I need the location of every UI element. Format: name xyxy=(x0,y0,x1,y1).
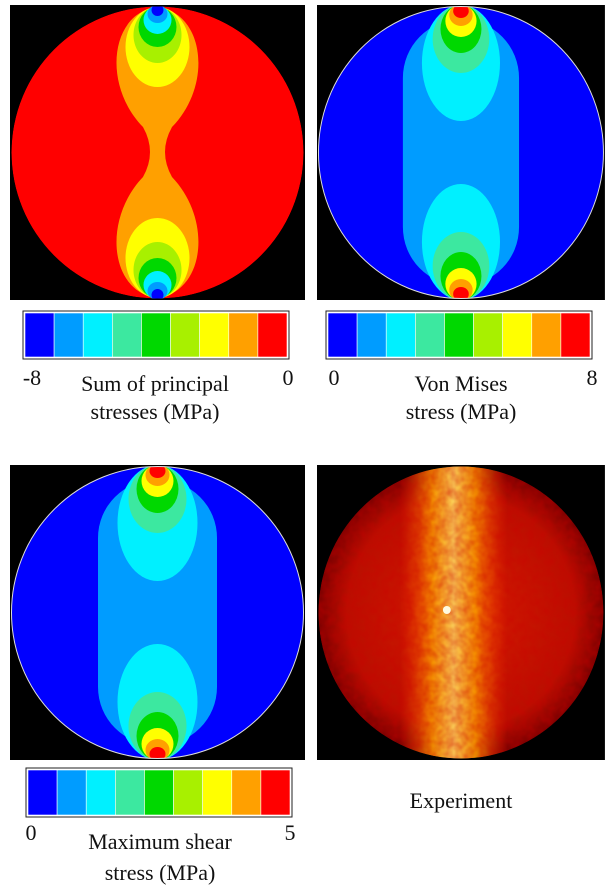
colorbar-cell xyxy=(24,312,55,358)
colorbar-cell xyxy=(415,312,445,358)
colorbar-cell xyxy=(502,312,533,358)
colorbar-cell xyxy=(173,769,203,816)
colorbar-cell xyxy=(53,312,84,358)
colorbar-cell xyxy=(228,312,259,358)
colorbar-cell xyxy=(115,769,145,816)
caption: stress (MPa) xyxy=(406,399,517,424)
colorbar-cell xyxy=(85,769,116,816)
colorbar-max: 0 xyxy=(283,365,294,390)
colorbar-cell xyxy=(202,769,233,816)
colorbar-cell xyxy=(144,769,174,816)
colorbar-min: 0 xyxy=(26,820,37,845)
colorbar-cell xyxy=(231,769,262,816)
colorbar-cell xyxy=(473,312,503,358)
colorbar-cell xyxy=(385,312,416,358)
colorbar-min: -8 xyxy=(23,365,41,390)
colorbar-min: 0 xyxy=(329,365,340,390)
colorbar-cell xyxy=(56,769,87,816)
colorbar-cell xyxy=(112,312,142,358)
caption: Maximum shear xyxy=(88,829,232,854)
caption: stress (MPa) xyxy=(105,860,216,885)
stress-map xyxy=(10,464,305,761)
caption: Experiment xyxy=(410,788,513,813)
caption: stresses (MPa) xyxy=(91,399,220,424)
caption: Von Mises xyxy=(414,371,507,396)
colorbar-cell xyxy=(531,312,562,358)
colorbar-max: 8 xyxy=(587,365,598,390)
colorbar-cell xyxy=(327,312,358,358)
colorbar-cell xyxy=(170,312,200,358)
colorbar-cell xyxy=(199,312,230,358)
stress-map xyxy=(10,5,305,300)
colorbar-cell xyxy=(27,769,58,816)
colorbar-cell xyxy=(560,312,591,358)
colorbar-cell xyxy=(444,312,474,358)
colorbar-cell xyxy=(82,312,113,358)
colorbar-cell xyxy=(141,312,171,358)
colorbar-max: 5 xyxy=(285,820,296,845)
caption: Sum of principal xyxy=(81,371,229,396)
colorbar-cell xyxy=(257,312,288,358)
captions: Sum of principal stresses (MPa) Von Mise… xyxy=(81,371,516,885)
colorbar-cell xyxy=(356,312,387,358)
colorbar-cell xyxy=(260,769,291,816)
stress-map xyxy=(317,4,605,301)
experiment-image xyxy=(317,465,605,760)
